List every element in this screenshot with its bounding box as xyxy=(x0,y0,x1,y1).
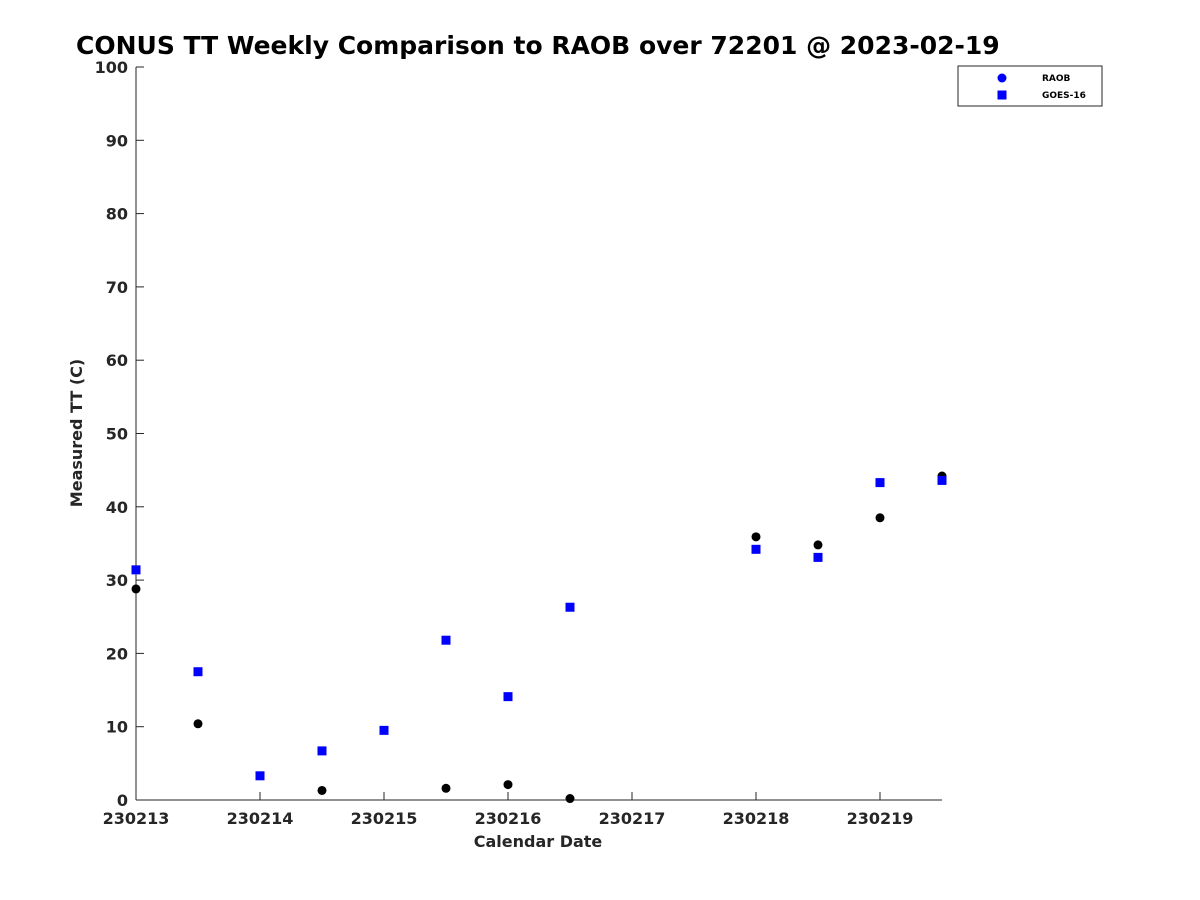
raob-point xyxy=(441,783,451,793)
series-goes-16 xyxy=(131,475,947,781)
x-tick-label: 230213 xyxy=(103,809,170,828)
x-axis-label: Calendar Date xyxy=(474,832,603,851)
x-tick-label: 230217 xyxy=(599,809,666,828)
y-axis-ticks: 0 10 20 30 40 50 60 70 80 90 100 xyxy=(95,58,144,810)
goes-16-point xyxy=(565,602,575,612)
raob-point xyxy=(565,794,575,804)
y-tick-label: 70 xyxy=(106,278,128,297)
goes-16-point xyxy=(131,565,141,575)
y-tick-label: 50 xyxy=(106,425,128,444)
y-tick-label: 90 xyxy=(106,131,128,150)
x-axis-ticks: 230213 230214 230215 230216 230217 230218 2302… xyxy=(103,792,914,828)
chart-title: CONUS TT Weekly Comparison to RAOB over … xyxy=(76,31,1000,60)
x-tick-label: 230214 xyxy=(227,809,294,828)
x-tick-label: 230219 xyxy=(847,809,914,828)
raob-point xyxy=(875,513,885,523)
raob-point xyxy=(751,532,761,542)
series-layer xyxy=(131,471,947,804)
goes-16-point xyxy=(813,552,823,562)
raob-point xyxy=(813,540,823,550)
x-tick-label: 230216 xyxy=(475,809,542,828)
legend-box xyxy=(957,65,1103,107)
raob-point xyxy=(131,584,141,594)
goes-16-point xyxy=(379,725,389,735)
raob-point xyxy=(503,780,513,790)
y-tick-label: 100 xyxy=(95,58,128,77)
goes-16-point xyxy=(937,475,947,485)
legend-marker-square xyxy=(997,90,1007,100)
goes-16-point xyxy=(751,544,761,554)
goes-16-point xyxy=(441,635,451,645)
legend-items: RAOB GOES-16 xyxy=(997,73,1086,101)
legend-label: RAOB xyxy=(1042,74,1071,84)
goes-16-point xyxy=(503,692,513,702)
raob-point xyxy=(193,719,203,729)
x-tick-label: 230218 xyxy=(723,809,790,828)
y-tick-label: 60 xyxy=(106,351,128,370)
legend-label: GOES-16 xyxy=(1042,91,1086,101)
y-tick-label: 10 xyxy=(106,718,128,737)
y-tick-label: 80 xyxy=(106,205,128,224)
goes-16-point xyxy=(317,746,327,756)
goes-16-point xyxy=(875,478,885,488)
y-axis-label: Measured TT (C) xyxy=(67,359,86,507)
legend-marker-circle xyxy=(997,73,1007,83)
y-tick-label: 30 xyxy=(106,571,128,590)
y-tick-label: 40 xyxy=(106,498,128,517)
goes-16-point xyxy=(193,667,203,677)
series-raob xyxy=(131,471,947,804)
legend: RAOB GOES-16 xyxy=(957,65,1103,107)
y-tick-label: 0 xyxy=(117,791,128,810)
y-tick-label: 20 xyxy=(106,644,128,663)
raob-point xyxy=(317,785,327,795)
goes-16-point xyxy=(255,771,265,781)
x-tick-label: 230215 xyxy=(351,809,418,828)
